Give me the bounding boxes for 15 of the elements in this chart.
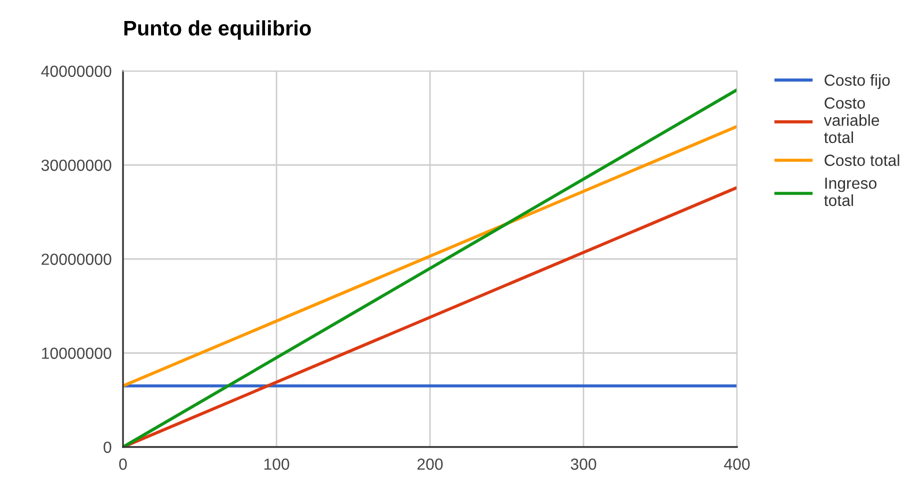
x-tick-label: 0 (119, 458, 127, 470)
legend-label: Costo fijo (824, 74, 890, 89)
y-tick-label: 20000000 (42, 254, 112, 265)
y-tick-label: 10000000 (42, 348, 112, 359)
y-tick-label: 0 (104, 442, 112, 453)
x-tick-label: 400 (724, 458, 750, 470)
x-tick-label: 200 (417, 458, 443, 470)
chart-title: Punto de equilibrio (124, 20, 311, 40)
legend-label: Ingreso total (824, 178, 876, 206)
y-tick-label: 40000000 (41, 66, 112, 77)
x-tick-label: 100 (264, 458, 290, 470)
legend-label: Costo total (824, 154, 900, 166)
y-tick-label: 30000000 (41, 160, 112, 171)
x-tick-label: 300 (570, 458, 596, 470)
legend-label: Costo variable total (824, 97, 880, 144)
